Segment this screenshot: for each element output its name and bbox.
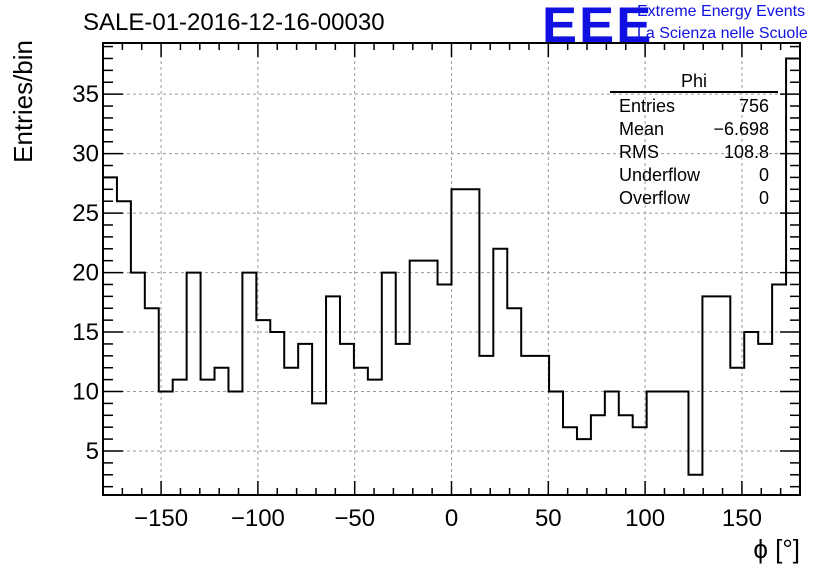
x-tick-label: −150 — [134, 505, 188, 532]
histogram-bin — [424, 261, 438, 495]
y-tick-label: 35 — [72, 81, 99, 108]
histogram-bin — [284, 368, 298, 495]
x-tick-label: 0 — [445, 505, 458, 532]
histogram-bin — [786, 58, 800, 495]
logo-subtitle-line1: Extreme Energy Events — [637, 3, 806, 20]
tick-layer — [102, 43, 801, 495]
tick-label-layer: −150 −100 −50 0 50 100 150 5 10 15 20 25 30 35 — [72, 81, 762, 532]
y-tick-label: 5 — [86, 438, 99, 465]
stats-value: 0 — [758, 188, 769, 208]
x-axis-label: ϕ [°] — [753, 534, 800, 564]
histogram-bin — [145, 308, 159, 495]
stats-label: Entries — [619, 96, 676, 116]
histogram-layer — [102, 57, 801, 495]
histogram-bin — [215, 368, 229, 495]
histogram-bin — [159, 392, 173, 495]
histogram-bin — [549, 392, 563, 495]
x-tick-label: −50 — [334, 505, 375, 532]
histogram-bin — [577, 439, 591, 495]
histogram-bin — [507, 308, 521, 495]
histogram-bin — [535, 356, 549, 495]
histogram-bin — [340, 344, 354, 495]
histogram-bin — [716, 296, 730, 495]
histogram-bin — [675, 392, 689, 495]
histogram-bin — [744, 332, 758, 495]
histogram-bin — [354, 368, 368, 495]
histogram-bin — [326, 296, 340, 495]
histogram-bin — [201, 380, 215, 495]
histogram-bin — [688, 475, 702, 495]
y-tick-label: 15 — [72, 319, 99, 346]
y-axis-label: Entries/bin — [8, 40, 38, 163]
stats-row-mean: Mean −6.698 — [610, 118, 778, 141]
histogram-bin — [382, 273, 396, 495]
histogram-bin — [438, 284, 452, 495]
histogram-bin — [242, 273, 256, 495]
histogram-bin — [661, 392, 675, 495]
histogram-bin — [410, 261, 424, 495]
histogram-bin — [312, 403, 326, 495]
histogram-bin — [270, 332, 284, 495]
histogram-bin — [493, 249, 507, 495]
stats-title: Phi — [680, 71, 707, 91]
histogram-bin — [591, 415, 605, 495]
histogram-bin — [131, 273, 145, 495]
histogram-bin — [772, 284, 786, 495]
stats-value: 756 — [738, 96, 769, 116]
histogram-bin — [298, 344, 312, 495]
stats-row-overflow: Overflow 0 — [610, 187, 778, 210]
histogram-bin — [521, 356, 535, 495]
histogram-bin — [605, 392, 619, 495]
histogram-bin — [619, 415, 633, 495]
histogram-bin — [368, 380, 382, 495]
stats-row-rms: RMS 108.8 — [610, 141, 778, 164]
histogram-bin — [396, 344, 410, 495]
histogram-bin — [173, 380, 187, 495]
stats-value: 0 — [758, 165, 769, 185]
x-tick-label: 100 — [625, 505, 665, 532]
histogram-bin — [452, 189, 466, 495]
stats-divider — [610, 91, 778, 93]
stats-value: −6.698 — [713, 119, 769, 139]
histogram-bin — [702, 296, 716, 495]
histogram-bin — [647, 392, 661, 495]
x-tick-label: −100 — [231, 505, 285, 532]
stats-row-entries: Entries 756 — [610, 95, 778, 118]
stats-label: RMS — [619, 142, 659, 162]
histogram-bin — [479, 356, 493, 495]
histogram-bin — [187, 273, 201, 495]
y-tick-label: 10 — [72, 379, 99, 406]
y-tick-label: 25 — [72, 200, 99, 227]
logo-subtitle-line2: La Scienza nelle Scuole — [637, 25, 808, 42]
y-tick-label: 20 — [72, 260, 99, 287]
plot-title: SALE-01-2016-12-16-00030 — [83, 9, 385, 36]
x-tick-label: 50 — [535, 505, 562, 532]
histogram-bin — [228, 392, 242, 495]
histogram-bin — [465, 189, 479, 495]
stats-label: Underflow — [619, 165, 701, 185]
stats-box: Phi Entries 756 Mean −6.698 RMS 108.8 Un… — [610, 72, 778, 210]
histogram-outline — [102, 57, 801, 495]
histogram-bin — [256, 320, 270, 495]
histogram-bin — [730, 368, 744, 495]
stats-value: 108.8 — [723, 142, 769, 162]
stats-label: Mean — [619, 119, 665, 139]
y-tick-label: 30 — [72, 141, 99, 168]
histogram-bin — [758, 344, 772, 495]
stats-row-underflow: Underflow 0 — [610, 164, 778, 187]
eee-logo: EEE — [542, 0, 654, 53]
x-tick-label: 150 — [722, 505, 762, 532]
histogram-bin — [563, 427, 577, 495]
stats-label: Overflow — [619, 188, 691, 208]
